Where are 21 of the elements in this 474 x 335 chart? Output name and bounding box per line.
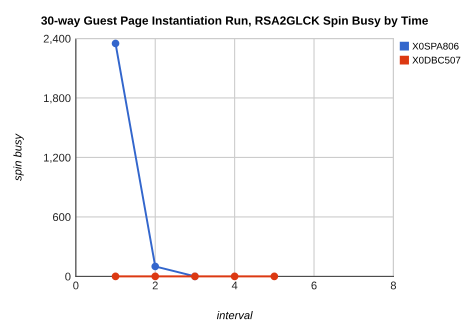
- point: [151, 262, 160, 270]
- legend-label: X0SPA806: [412, 42, 459, 50]
- y-tick-label: 600: [53, 213, 71, 222]
- chart-title: 30-way Guest Page Instantiation Run, RSA2GLCK Spin Busy by Time: [41, 16, 428, 28]
- x-tick-label: 0: [73, 282, 78, 290]
- y-tick-label: 1,200: [44, 154, 71, 163]
- y-tick-label: 1,800: [44, 94, 71, 104]
- x-axis-title: interval: [216, 311, 253, 320]
- y-axis-title: spin busy: [13, 133, 24, 181]
- y-tick-label: 0: [65, 272, 71, 281]
- point: [112, 272, 120, 280]
- legend-label: X0DBC507: [412, 56, 460, 64]
- x-tick-label: 8: [390, 282, 396, 290]
- x-tick-label: 4: [232, 282, 238, 290]
- point: [112, 40, 120, 48]
- point: [230, 272, 238, 280]
- y-tick-label: 2,400: [44, 34, 71, 44]
- point: [270, 272, 278, 280]
- x-tick-label: 2: [152, 282, 158, 290]
- point: [151, 272, 160, 280]
- x-tick-label: 6: [312, 282, 317, 290]
